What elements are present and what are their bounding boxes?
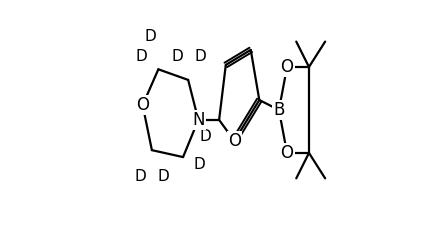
Text: O: O xyxy=(281,144,294,162)
Text: D: D xyxy=(195,49,207,64)
Text: D: D xyxy=(194,157,206,171)
Text: D: D xyxy=(144,30,156,44)
Text: D: D xyxy=(157,169,169,184)
Text: O: O xyxy=(228,132,241,150)
Text: O: O xyxy=(281,58,294,76)
Text: O: O xyxy=(136,96,149,114)
Text: D: D xyxy=(199,129,211,144)
Text: B: B xyxy=(273,101,285,119)
Text: D: D xyxy=(135,49,147,64)
Text: D: D xyxy=(171,49,183,64)
Text: N: N xyxy=(192,111,205,129)
Text: D: D xyxy=(135,169,146,184)
